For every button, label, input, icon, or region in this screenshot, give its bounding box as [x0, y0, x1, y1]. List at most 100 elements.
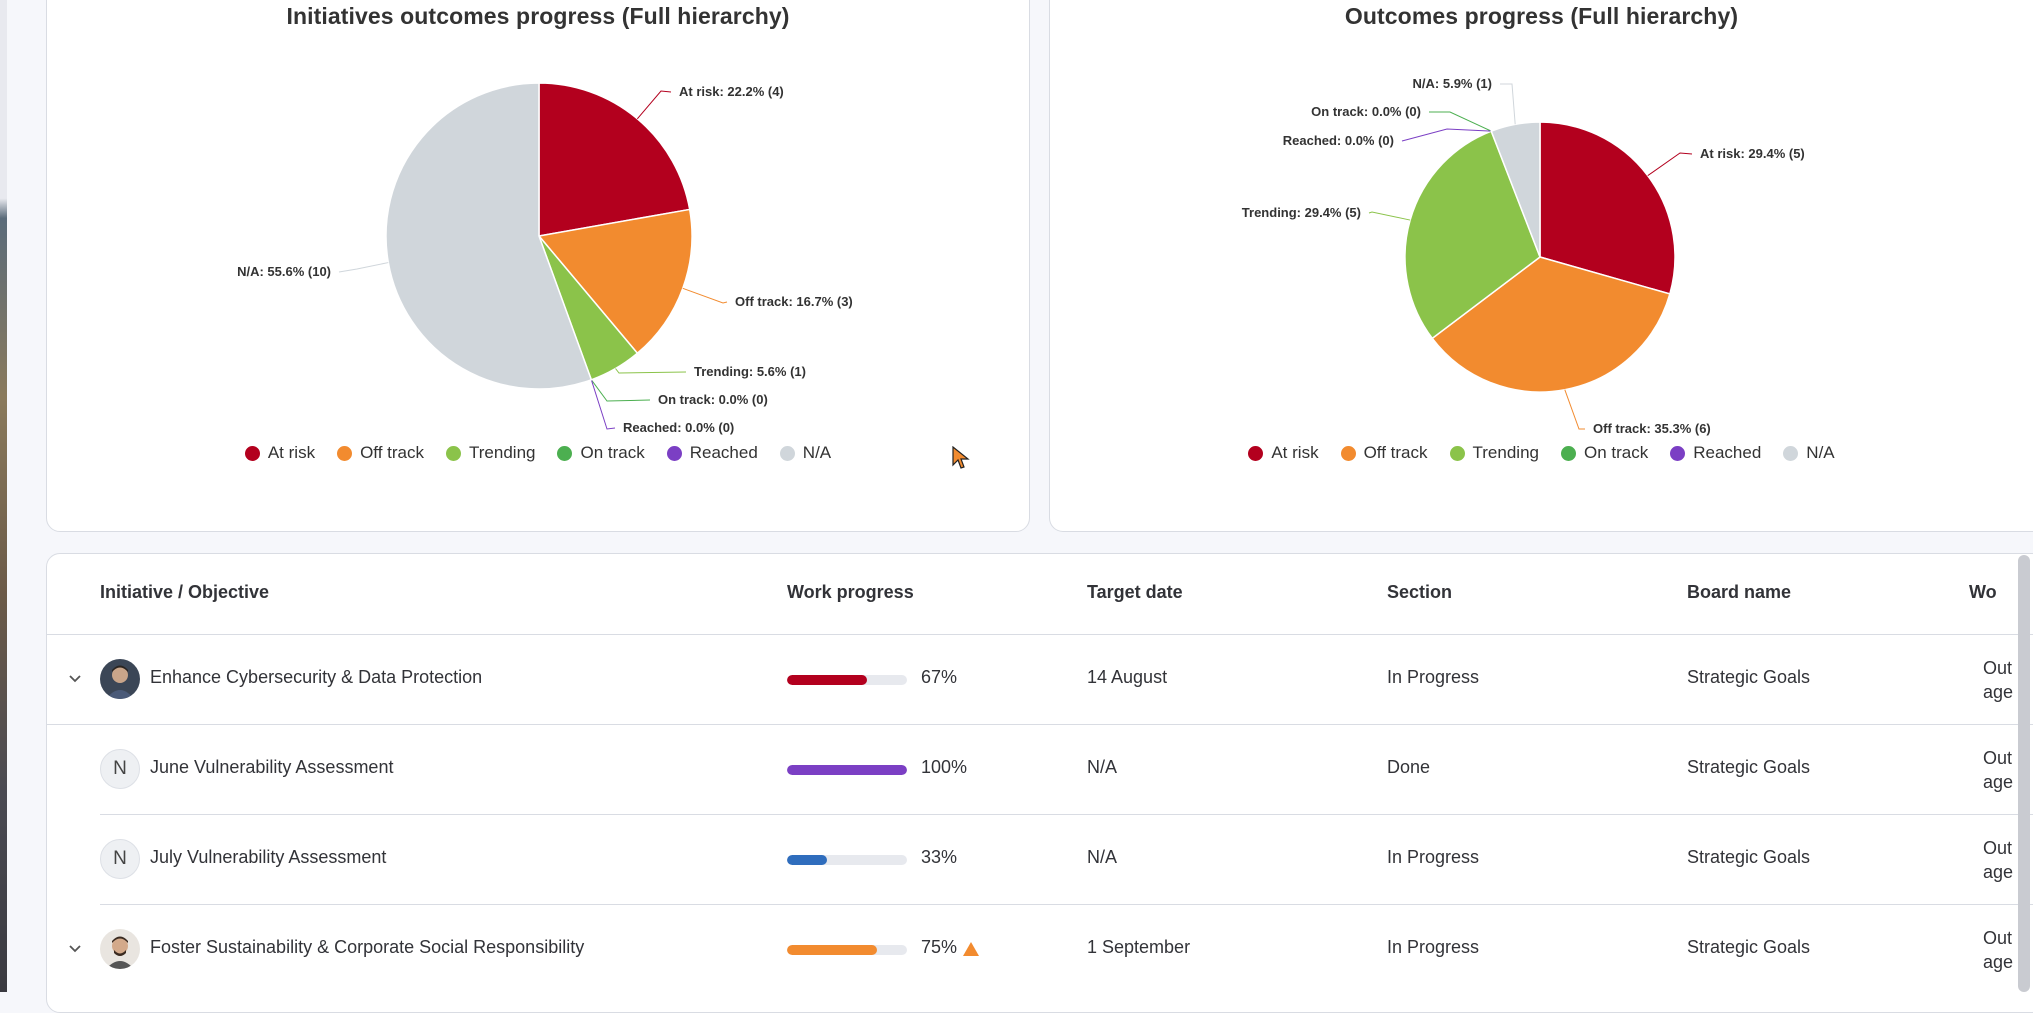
legend-label: On track	[580, 443, 645, 462]
legend-label: N/A	[1806, 443, 1835, 462]
section[interactable]: In Progress	[1387, 937, 1480, 957]
progress-percent: 67%	[921, 667, 958, 687]
initiatives-table: Initiative / Objective Work progress Tar…	[46, 553, 2033, 1013]
legend-item-on-track[interactable]: On track	[1560, 443, 1649, 463]
progress-percent: 33%	[921, 847, 958, 867]
section[interactable]: Done	[1387, 757, 1431, 777]
label-connector	[1647, 152, 1693, 177]
chart-card-outcomes: Outcomes progress (Full hierarchy) At ri…	[1049, 0, 2033, 532]
data-label: On track: 0.0% (0)	[1311, 104, 1421, 119]
column-header-board-name[interactable]: Board name	[1687, 582, 1792, 602]
pie-slice-off-track[interactable]	[1431, 256, 1671, 393]
mouse-cursor-icon	[952, 446, 970, 469]
label-connector	[338, 262, 389, 273]
data-label: Off track: 16.7% (3)	[735, 294, 853, 309]
legend-item-reached[interactable]: Reached	[666, 443, 758, 463]
avatar	[100, 929, 140, 969]
avatar: N	[100, 749, 140, 789]
vertical-scrollbar[interactable]	[2018, 555, 2030, 992]
truncated-cell: Out age	[1983, 928, 2014, 972]
table-row[interactable]: Foster Sustainability & Corporate Social…	[47, 904, 2033, 994]
board-name[interactable]: Strategic Goals	[1687, 667, 1811, 687]
data-label: On track: 0.0% (0)	[658, 392, 768, 407]
legend-item-at-risk[interactable]: At risk	[1248, 443, 1319, 463]
chart-title: Initiatives outcomes progress (Full hier…	[286, 3, 790, 29]
initiative-name[interactable]: Foster Sustainability & Corporate Social…	[150, 937, 585, 957]
truncated-cell: Out age	[1983, 838, 2014, 882]
data-label: N/A: 55.6% (10)	[237, 264, 331, 279]
legend-dot	[1670, 445, 1686, 461]
legend-dot	[1449, 445, 1465, 461]
avatar: N	[100, 839, 140, 879]
data-label: At risk: 22.2% (4)	[679, 84, 784, 99]
progress-bar	[787, 765, 907, 775]
data-label: Off track: 35.3% (6)	[1593, 421, 1711, 436]
target-date[interactable]: N/A	[1087, 847, 1118, 867]
legend-item-off-track[interactable]: Off track	[1340, 443, 1428, 463]
column-header-section[interactable]: Section	[1387, 582, 1453, 602]
legend-item-trending[interactable]: Trending	[1449, 443, 1539, 463]
progress-percent: 75%	[921, 937, 958, 957]
legend-label: On track	[1583, 443, 1649, 462]
column-header-initiative[interactable]: Initiative / Objective	[100, 582, 270, 602]
initiative-name[interactable]: July Vulnerability Assessment	[150, 847, 387, 867]
legend-label: Off track	[360, 443, 425, 462]
table-row[interactable]: N July Vulnerability Assessment 33% N/A …	[100, 814, 2033, 905]
legend-item-off-track[interactable]: Off track	[337, 443, 424, 463]
legend-dot	[779, 445, 795, 461]
pie-chart-outcomes: At risk: 29.4% (5) Off track: 35.3% (6) Tr…	[1242, 76, 1805, 436]
legend-label: Reached	[689, 443, 758, 462]
chart-title: Outcomes progress (Full hierarchy)	[1344, 3, 1739, 29]
target-date[interactable]: 14 August	[1087, 667, 1168, 687]
legend-dot	[1248, 445, 1264, 461]
column-header-target-date[interactable]: Target date	[1087, 582, 1183, 602]
progress-bar-fill	[787, 765, 907, 775]
legend-item-na[interactable]: N/A	[1783, 443, 1835, 463]
chevron-down-icon[interactable]	[67, 670, 83, 686]
progress-bar	[787, 945, 907, 955]
board-name[interactable]: Strategic Goals	[1687, 847, 1811, 867]
legend-label: Off track	[1363, 443, 1428, 462]
table-row[interactable]: N June Vulnerability Assessment 100% N/A…	[100, 724, 2033, 815]
section[interactable]: In Progress	[1387, 847, 1480, 867]
progress-bar-fill	[787, 675, 868, 685]
pie-slice-n-a[interactable]	[385, 82, 593, 390]
initiative-name[interactable]: Enhance Cybersecurity & Data Protection	[150, 667, 483, 687]
label-connector	[636, 90, 672, 120]
label-connector	[1401, 128, 1492, 142]
data-label: Reached: 0.0% (0)	[1283, 133, 1394, 148]
legend-item-at-risk[interactable]: At risk	[244, 443, 315, 463]
truncated-cell: Out age	[1983, 658, 2014, 702]
legend-item-reached[interactable]: Reached	[1670, 443, 1761, 463]
column-header-truncated[interactable]: Wo	[1969, 582, 1997, 602]
chart-card-initiatives: Initiatives outcomes progress (Full hier…	[46, 0, 1030, 532]
pie-slice-at-risk[interactable]	[538, 82, 691, 237]
pie-slice-at-risk[interactable]	[1539, 121, 1676, 295]
legend-item-na[interactable]: N/A	[779, 443, 832, 463]
legend-dot	[244, 445, 260, 461]
legend-item-on-track[interactable]: On track	[557, 443, 645, 463]
background-edge	[0, 0, 7, 992]
table-header: Initiative / Objective Work progress Tar…	[47, 554, 2033, 635]
data-label: Trending: 29.4% (5)	[1242, 205, 1361, 220]
legend-item-trending[interactable]: Trending	[446, 443, 535, 463]
target-date[interactable]: N/A	[1087, 757, 1118, 777]
board-name[interactable]: Strategic Goals	[1687, 937, 1811, 957]
label-connector	[1368, 211, 1411, 221]
board-name[interactable]: Strategic Goals	[1687, 757, 1811, 777]
data-label: At risk: 29.4% (5)	[1700, 146, 1805, 161]
progress-bar	[787, 675, 907, 685]
legend-label: N/A	[802, 443, 832, 462]
chevron-down-icon[interactable]	[67, 940, 83, 956]
column-header-work-progress[interactable]: Work progress	[787, 582, 914, 602]
initiative-name[interactable]: June Vulnerability Assessment	[150, 757, 394, 777]
legend-dot	[337, 445, 353, 461]
table-row[interactable]: Enhance Cybersecurity & Data Protection …	[47, 634, 2033, 725]
legend-label: Trending	[469, 443, 536, 462]
warning-triangle-icon[interactable]	[962, 941, 980, 957]
target-date[interactable]: 1 September	[1087, 937, 1191, 957]
section[interactable]: In Progress	[1387, 667, 1480, 687]
legend-dot	[446, 445, 462, 461]
data-label: Reached: 0.0% (0)	[623, 420, 734, 435]
legend-dot	[1560, 445, 1576, 461]
